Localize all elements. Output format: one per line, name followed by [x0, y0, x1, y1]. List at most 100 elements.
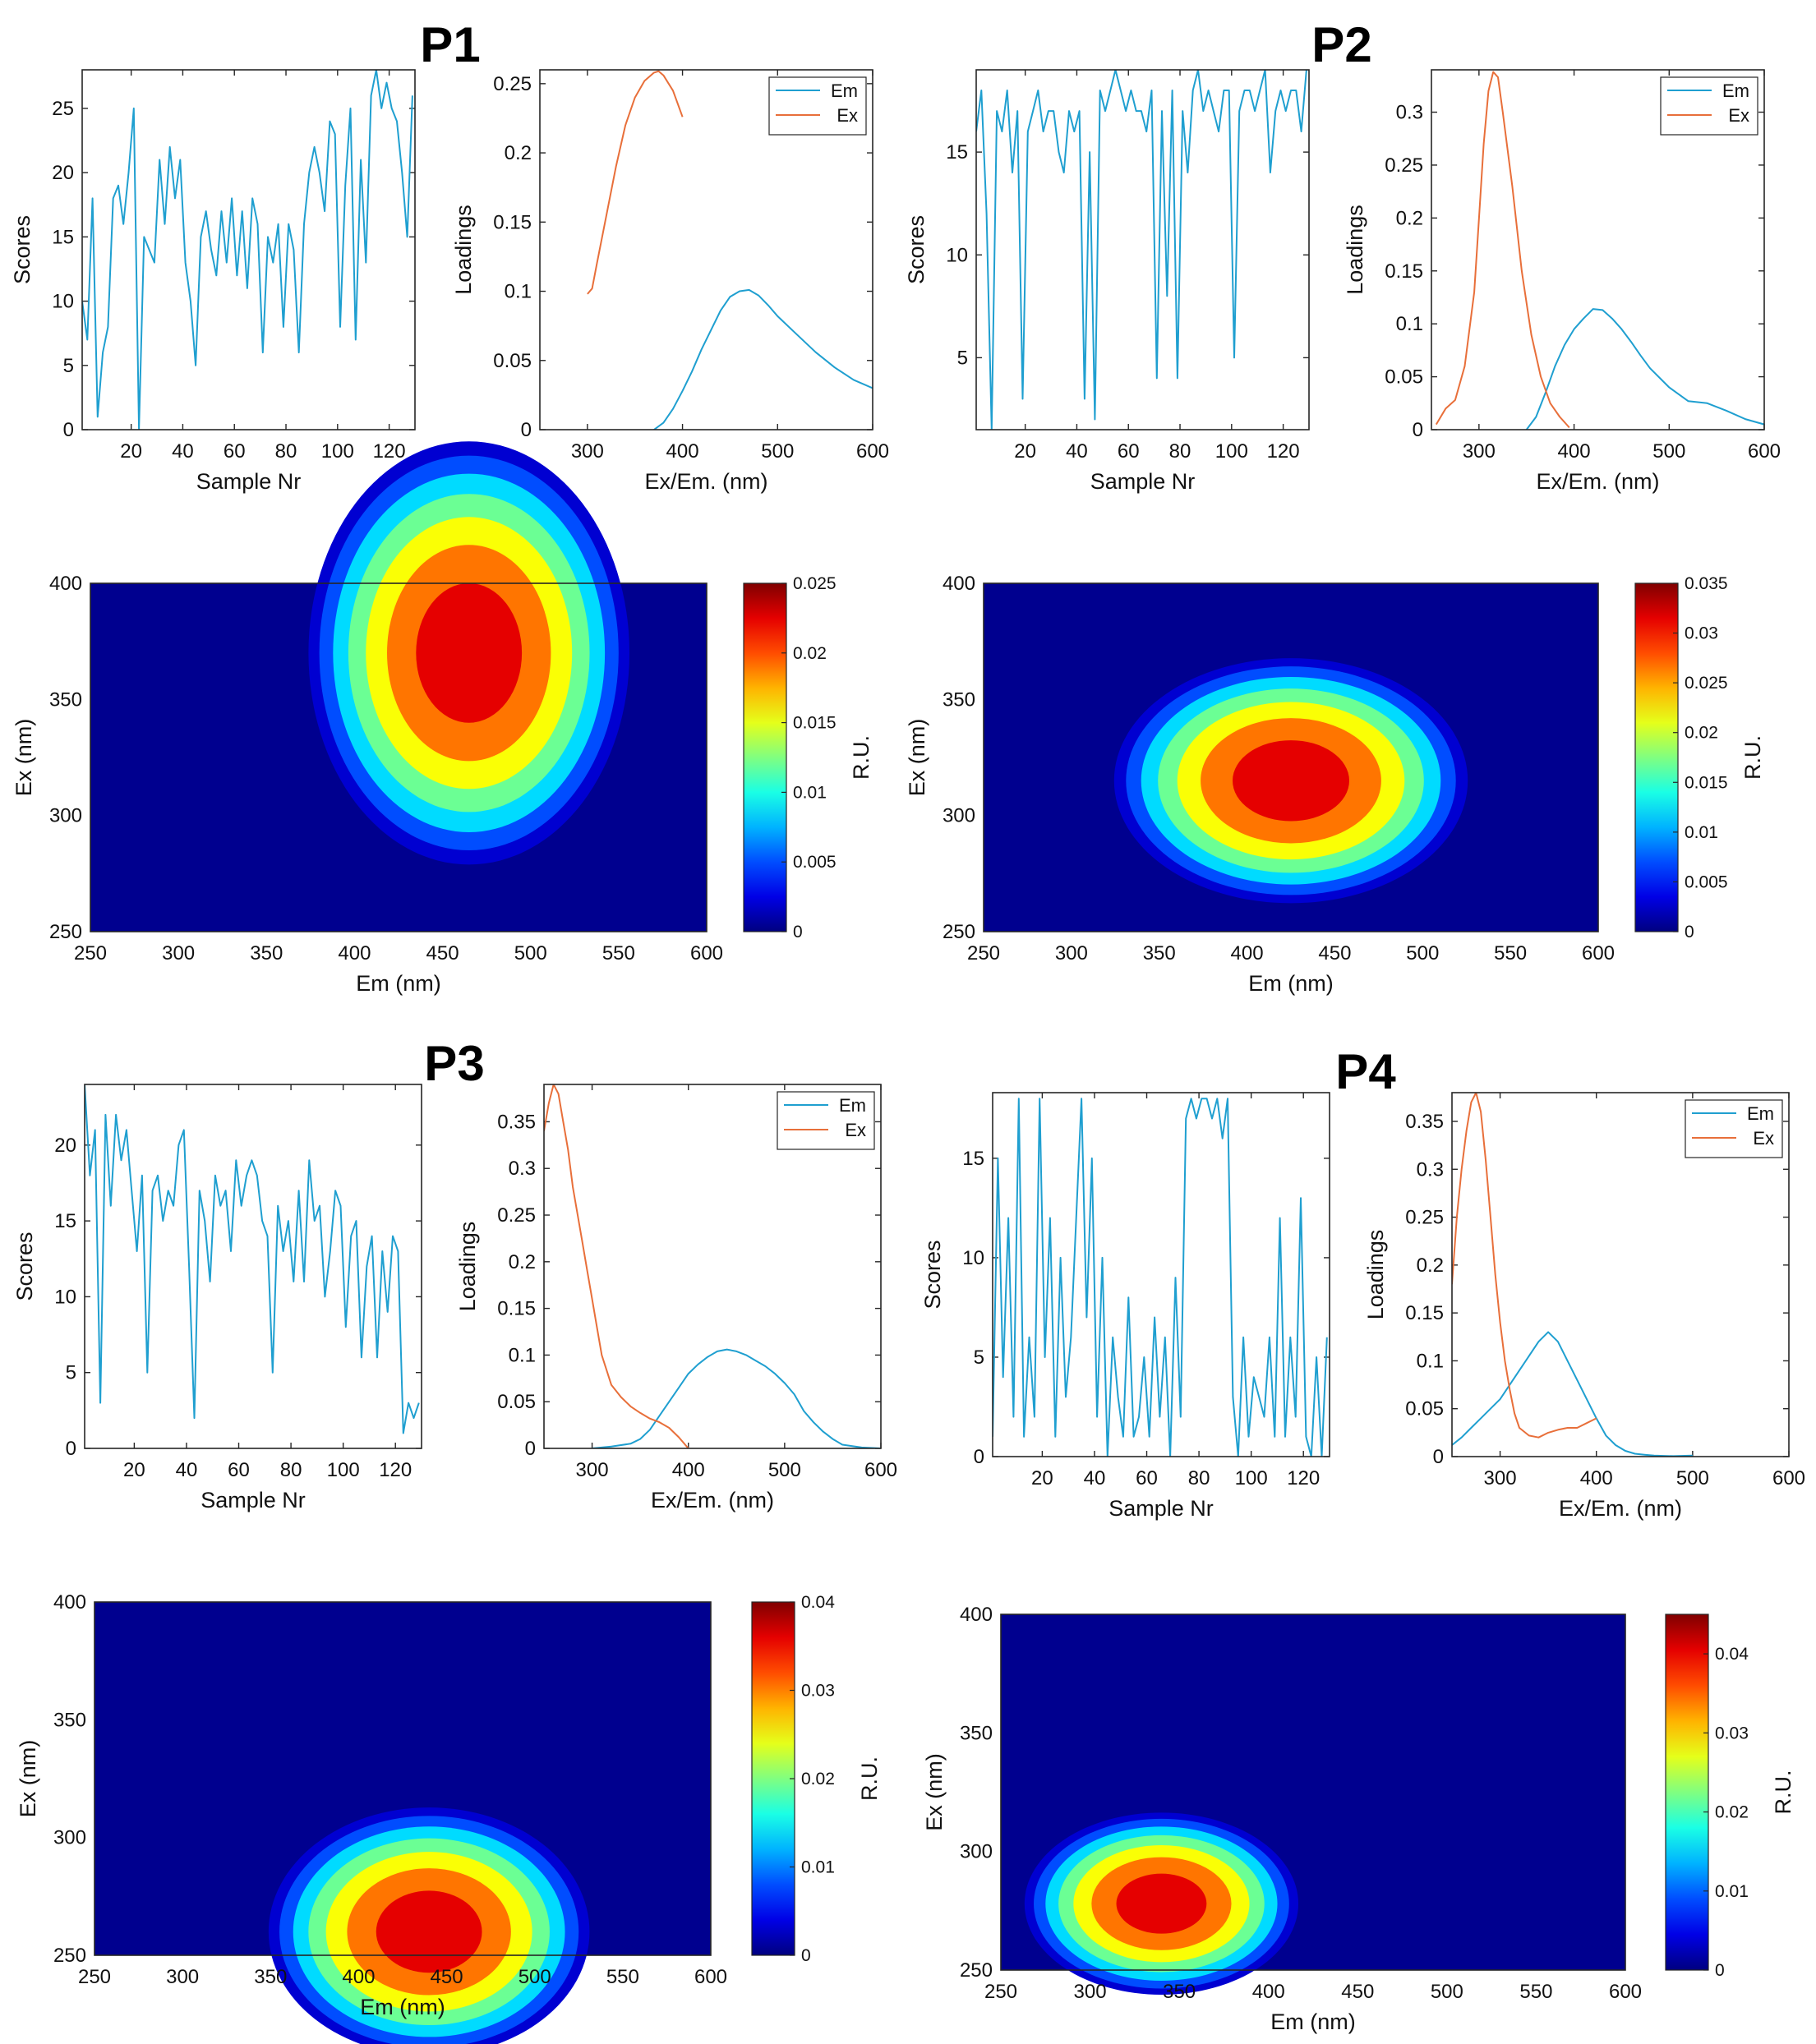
- y-tick-label: 25: [52, 98, 74, 120]
- panel-title-p1: P1: [420, 17, 480, 72]
- y-tick-label: 400: [53, 1591, 86, 1614]
- y-tick-label: 0: [63, 419, 74, 441]
- y-tick-label: 5: [66, 1362, 76, 1384]
- y-axis-label: Ex (nm): [16, 1740, 40, 1818]
- series-line-ex: [587, 70, 684, 295]
- x-tick-label: 600: [1772, 1467, 1805, 1489]
- y-tick-label: 0: [1413, 419, 1423, 441]
- p2-scores-plot: 20 40 60 80 100 120 5 10 15 Sample Nr Scores: [904, 69, 1310, 494]
- x-axis-label: Sample Nr: [200, 1488, 306, 1512]
- x-tick-label: 500: [514, 942, 547, 964]
- axes-frame: [94, 1601, 712, 1956]
- plot-area: [544, 1084, 881, 1448]
- x-tick-label: 550: [602, 942, 635, 964]
- contour-levels: [268, 1807, 590, 2044]
- x-tick-label: 300: [166, 1966, 199, 1988]
- y-tick-label: 300: [49, 805, 82, 827]
- x-tick-label: 500: [519, 1966, 551, 1988]
- x-tick-label: 600: [1609, 1981, 1642, 2003]
- y-axis-label: Loadings: [1343, 205, 1367, 295]
- x-tick-label: 300: [162, 942, 195, 964]
- y-tick-label: 400: [49, 573, 82, 595]
- series-line-ex: [1435, 71, 1570, 429]
- colorbar-tick-label: 0.02: [1715, 1803, 1749, 1822]
- colorbar-tick-label: 0.035: [1685, 574, 1728, 593]
- x-tick-label: 100: [321, 440, 354, 463]
- axes-frame: [543, 1084, 882, 1449]
- legend-entry-ex: Ex: [1753, 1128, 1774, 1149]
- y-tick-label: 250: [49, 921, 82, 943]
- colorbar-bar: [1665, 1614, 1709, 1971]
- colorbar-tick-label: 0.025: [793, 574, 837, 593]
- y-tick-label: 350: [53, 1709, 86, 1731]
- colorbar-label: R.U.: [849, 735, 873, 780]
- y-tick-label: 0.1: [509, 1344, 536, 1366]
- p1-loadings-plot: 300 400 500 600 0 0.05 0.1 0.15 0.2 0.25 Ex/Em. (n…: [451, 69, 889, 494]
- contour-level-7: [1233, 740, 1349, 822]
- y-tick-label: 0: [66, 1438, 76, 1460]
- panel-title-p3: P3: [424, 1036, 484, 1091]
- legend-box: [777, 1091, 875, 1150]
- y-tick-label: 10: [946, 244, 968, 266]
- x-axis-label: Em (nm): [356, 971, 441, 996]
- x-tick-label: 250: [78, 1966, 111, 1988]
- legend-entry-em: Em: [831, 81, 858, 101]
- colorbar-tick-label: 0.02: [793, 644, 827, 663]
- x-tick-label: 250: [967, 942, 1000, 964]
- series-line-scores: [976, 70, 1307, 430]
- x-axis-label: Sample Nr: [1108, 1496, 1214, 1521]
- y-tick-label: 350: [49, 688, 82, 711]
- y-tick-label: 250: [943, 921, 975, 943]
- x-tick-label: 60: [228, 1459, 250, 1481]
- series-line-ex: [1452, 1093, 1597, 1439]
- x-tick-label: 20: [1014, 440, 1036, 463]
- y-tick-label: 0: [974, 1446, 984, 1468]
- y-tick-label: 0.2: [505, 142, 532, 164]
- y-axis-label: Ex (nm): [12, 719, 36, 797]
- y-tick-label: 0.25: [493, 73, 532, 95]
- y-tick-label: 0.1: [505, 281, 532, 303]
- x-tick-label: 40: [172, 440, 194, 463]
- legend-entry-em: Em: [1722, 81, 1749, 101]
- legend-entry-em: Em: [1747, 1103, 1774, 1124]
- y-axis-label: Scores: [10, 215, 35, 284]
- y-tick-label: 300: [960, 1841, 993, 1863]
- y-tick-label: 300: [943, 805, 975, 827]
- colorbar-tick-label: 0: [1685, 923, 1694, 941]
- x-tick-label: 600: [694, 1966, 727, 1988]
- x-tick-label: 300: [1463, 440, 1496, 463]
- y-tick-label: 5: [63, 355, 74, 377]
- y-tick-label: 250: [960, 1959, 993, 1982]
- legend-entry-em: Em: [839, 1095, 866, 1116]
- x-tick-label: 550: [606, 1966, 639, 1988]
- y-tick-label: 250: [53, 1945, 86, 1967]
- y-tick-label: 5: [957, 347, 968, 369]
- x-tick-label: 120: [373, 440, 406, 463]
- p2-contour-plot: 250 300 350 400 450 500 550 600 250 300 350 400 Em (…: [905, 573, 1765, 996]
- y-tick-label: 0.15: [493, 211, 532, 233]
- axes-frame: [539, 69, 873, 430]
- plot-area: [976, 70, 1307, 430]
- contour-levels: [1024, 1812, 1299, 1995]
- x-tick-label: 60: [1136, 1467, 1158, 1489]
- x-tick-label: 550: [1519, 1981, 1552, 2003]
- x-tick-label: 20: [120, 440, 142, 463]
- x-tick-label: 20: [123, 1459, 145, 1481]
- axes-frame: [1451, 1092, 1790, 1457]
- x-tick-label: 250: [984, 1981, 1017, 2003]
- x-axis-label: Ex/Em. (nm): [1536, 469, 1659, 494]
- series-line-em: [653, 288, 873, 430]
- y-tick-label: 0: [521, 419, 532, 441]
- x-tick-label: 250: [74, 942, 107, 964]
- x-tick-label: 500: [1406, 942, 1439, 964]
- y-axis-label: Loadings: [451, 205, 476, 295]
- x-tick-label: 20: [1031, 1467, 1053, 1489]
- legend: Em Ex: [777, 1091, 875, 1150]
- y-tick-label: 10: [54, 1286, 76, 1308]
- x-tick-label: 450: [431, 1966, 463, 1988]
- contour-levels: [1113, 658, 1468, 904]
- y-tick-label: 15: [54, 1210, 76, 1232]
- y-axis-label: Loadings: [455, 1222, 480, 1312]
- colorbar-tick-label: 0.03: [801, 1682, 835, 1701]
- series-line-em: [1452, 1331, 1693, 1457]
